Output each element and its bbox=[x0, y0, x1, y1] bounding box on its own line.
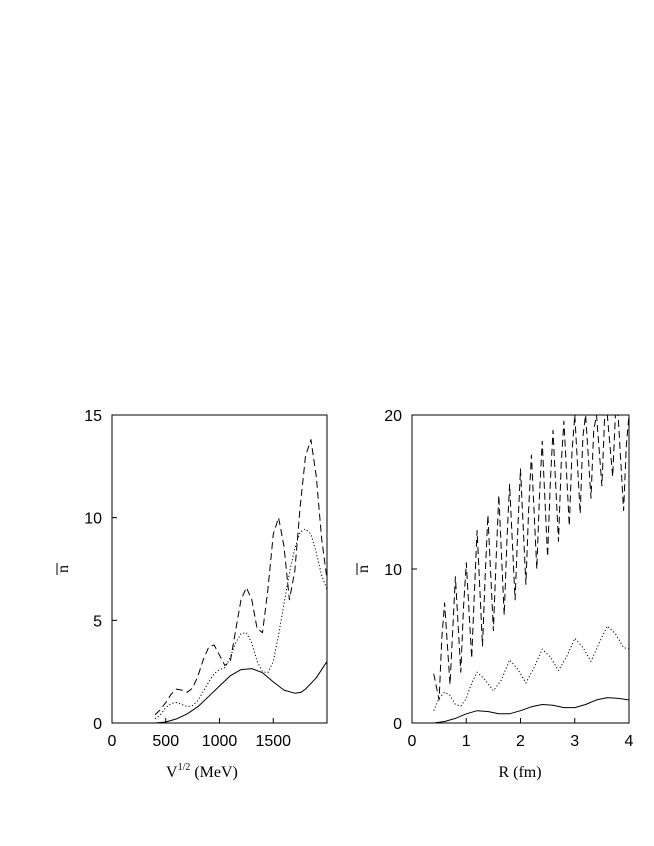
series-line-dotted bbox=[433, 625, 629, 711]
left-series bbox=[154, 439, 327, 723]
x-tick-label: 0 bbox=[108, 733, 117, 750]
x-axis-title-main: V bbox=[166, 764, 178, 781]
x-tick-label: 3 bbox=[570, 733, 579, 750]
y-axis-title: n bbox=[355, 565, 372, 573]
series-line-dotted bbox=[154, 528, 327, 720]
x-axis-title-sup: 1/2 bbox=[178, 762, 191, 773]
right-series bbox=[433, 415, 629, 723]
x-tick-label: 4 bbox=[625, 733, 634, 750]
y-tick-label: 10 bbox=[84, 511, 102, 528]
x-axis-title: V1/2 (MeV) bbox=[166, 762, 238, 781]
y-tick-label: 10 bbox=[384, 562, 402, 579]
series-line-dashed bbox=[154, 439, 327, 716]
x-tick-label: 500 bbox=[152, 733, 179, 750]
x-tick-label: 2 bbox=[516, 733, 525, 750]
series-line-dashed bbox=[433, 415, 629, 701]
x-tick-label: 1000 bbox=[202, 733, 238, 750]
y-tick-label: 15 bbox=[84, 408, 102, 425]
left-panel: 0 500 1000 1500 0 5 10 15 n V1/2 (MeV) bbox=[55, 408, 328, 781]
y-tick-label: 0 bbox=[93, 716, 102, 733]
left-ticks: 0 500 1000 1500 0 5 10 15 bbox=[84, 408, 291, 750]
series-line-solid bbox=[433, 697, 629, 723]
right-ticks: 0 1 2 3 4 0 10 20 bbox=[384, 408, 633, 750]
plot-frame bbox=[411, 414, 630, 724]
x-tick-label: 0 bbox=[408, 733, 417, 750]
y-tick-label: 0 bbox=[393, 716, 402, 733]
x-tick-label: 1500 bbox=[255, 733, 291, 750]
y-tick-label: 20 bbox=[384, 408, 402, 425]
x-axis-title: R (fm) bbox=[498, 764, 541, 781]
y-tick-label: 5 bbox=[93, 613, 102, 630]
series-line-solid bbox=[154, 661, 327, 723]
y-axis-title: n bbox=[55, 565, 72, 573]
x-axis-title-unit: (MeV) bbox=[190, 764, 238, 781]
right-panel: 0 1 2 3 4 0 10 20 n R (fm) bbox=[355, 408, 634, 781]
x-tick-label: 1 bbox=[462, 733, 471, 750]
